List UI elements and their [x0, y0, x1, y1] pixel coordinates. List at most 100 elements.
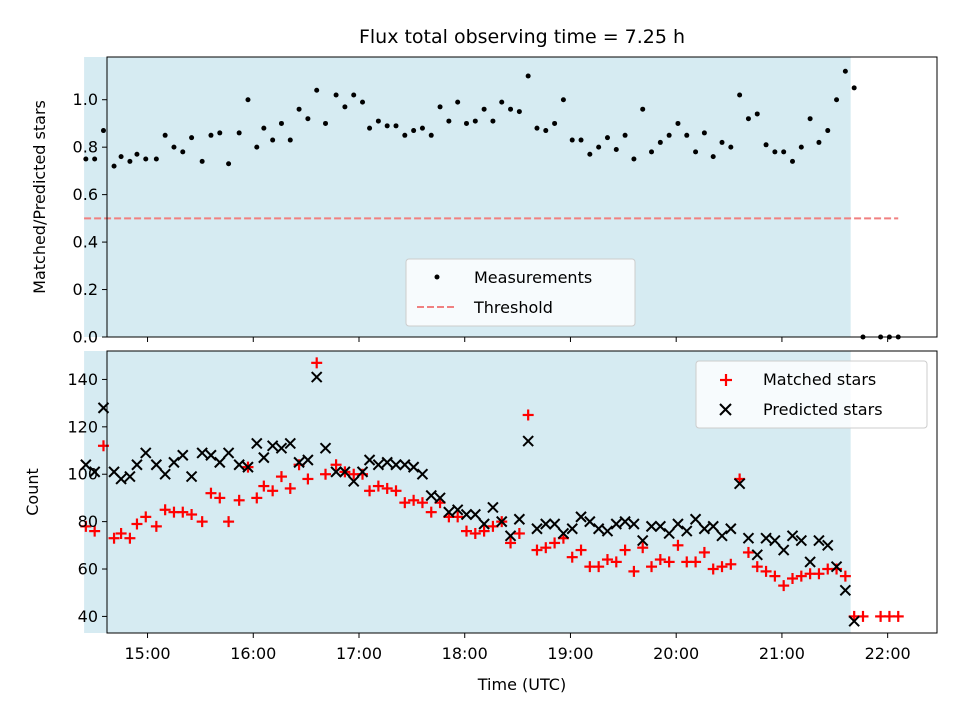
measurement-point	[463, 120, 469, 126]
predicted-star-point	[478, 518, 490, 530]
matched-star-point	[795, 570, 807, 582]
measurement-point	[763, 142, 769, 148]
predicted-star-point	[540, 518, 552, 530]
measurement-point	[631, 156, 637, 162]
measurement-point	[807, 116, 813, 122]
measurement-point	[834, 97, 840, 103]
predicted-star-point	[381, 456, 393, 469]
predicted-star-point	[266, 440, 279, 452]
bottom-axes-frame	[106, 350, 938, 634]
matched-star-point	[786, 572, 798, 584]
measurement-point	[245, 97, 251, 103]
matched-star-point	[159, 504, 171, 516]
measurement-point	[270, 137, 276, 143]
predicted-star-point	[707, 520, 719, 533]
matched-star-point	[364, 485, 376, 497]
measurement-point	[153, 156, 159, 162]
measurement-point	[640, 106, 646, 112]
matched-star-point	[663, 556, 675, 568]
x-tick-label: 18:00	[442, 644, 488, 663]
top-x-ticks	[147, 337, 889, 342]
matched-star-point	[177, 506, 189, 518]
predicted-star-point	[716, 530, 728, 542]
matched-star-point	[593, 561, 605, 573]
matched-star-point	[654, 554, 666, 566]
matched-star-point	[251, 492, 263, 504]
measurement-point	[516, 109, 522, 115]
y-tick-label: 1.0	[73, 90, 98, 109]
predicted-star-point	[115, 473, 127, 485]
matched-star-point	[646, 561, 658, 573]
matched-star-point	[115, 527, 127, 539]
measurement-point	[236, 130, 242, 136]
matched-star-point	[124, 532, 136, 544]
predicted-star-point	[645, 520, 658, 533]
matched-star-point	[672, 539, 684, 551]
measurement-point	[118, 154, 124, 160]
matched-star-point	[267, 485, 279, 497]
predicted-star-point	[284, 437, 296, 450]
measurement-point	[189, 135, 195, 141]
matched-star-point	[513, 527, 525, 539]
matched-star-point	[751, 561, 763, 573]
matched-star-point	[284, 482, 296, 494]
y-tick-label: 60	[78, 560, 98, 579]
predicted-star-point	[330, 466, 342, 478]
x-tick-label: 15:00	[124, 644, 170, 663]
predicted-star-point	[150, 459, 163, 471]
predicted-star-point	[513, 513, 526, 525]
predicted-star-point	[275, 442, 288, 454]
measurement-point	[261, 125, 267, 131]
predicted-star-point	[575, 511, 587, 523]
matched-star-point	[469, 527, 481, 539]
predicted-star-point	[733, 477, 746, 490]
measurement-point	[578, 137, 584, 143]
measurement-point	[323, 120, 329, 126]
matched-star-point	[839, 570, 851, 582]
predicted-star-point	[407, 461, 420, 473]
y-tick-label: 0.8	[73, 138, 98, 157]
measurement-point	[798, 144, 804, 150]
measurement-point	[226, 161, 232, 167]
top-panel: 0.0 0.2 0.4 0.6 0.8 1.0 Flux total observing …	[30, 26, 938, 347]
legend-matched-label: Matched stars	[763, 370, 876, 389]
predicted-star-point	[751, 549, 763, 561]
measurement-point	[127, 158, 133, 164]
matched-star-point	[214, 492, 226, 504]
matched-star-point	[778, 580, 790, 592]
predicted-star-point	[434, 492, 446, 504]
matched-star-point	[716, 561, 728, 573]
predicted-star-point	[689, 513, 702, 525]
measurement-point	[481, 106, 487, 112]
predicted-star-point	[451, 504, 464, 516]
matched-star-point	[637, 542, 649, 554]
x-tick-label: 22:00	[865, 644, 911, 663]
y-tick-label: 100	[67, 465, 98, 484]
predicted-star-point	[356, 466, 369, 478]
bottom-legend-box	[695, 360, 928, 429]
predicted-star-point	[698, 523, 711, 535]
predicted-star-point	[416, 468, 429, 480]
bottom-x-axis-label: Time (UTC)	[477, 675, 566, 694]
predicted-star-point	[131, 459, 143, 471]
matched-star-point	[408, 494, 420, 506]
predicted-star-point	[460, 508, 473, 521]
legend-matched-marker	[720, 374, 732, 386]
measurement-point	[360, 99, 366, 105]
top-axes-frame	[106, 56, 938, 338]
legend-predicted-marker	[719, 403, 732, 416]
measurement-point	[411, 128, 417, 134]
matched-star-point	[140, 511, 152, 523]
matched-star-point	[742, 546, 754, 558]
measurement-point	[737, 92, 743, 98]
matched-star-point	[522, 409, 534, 421]
measurement-point	[134, 151, 140, 157]
matched-star-point	[205, 487, 217, 499]
predicted-star-point	[742, 532, 755, 544]
predicted-star-point	[830, 560, 843, 573]
measurement-point	[171, 144, 177, 150]
x-tick-label: 17:00	[336, 644, 382, 663]
matched-star-point	[725, 558, 737, 570]
matched-star-point	[505, 537, 517, 549]
measurement-point	[393, 123, 399, 129]
